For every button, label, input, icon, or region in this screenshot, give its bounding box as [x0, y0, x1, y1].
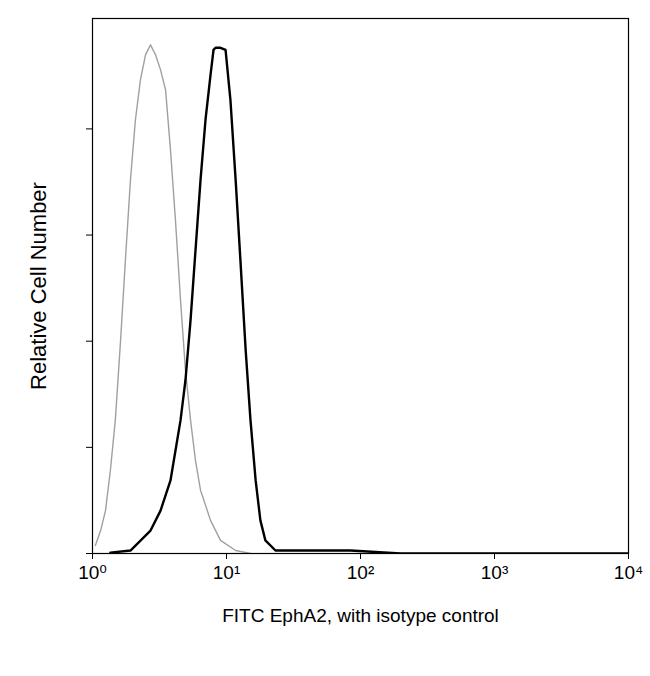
svg-text:10⁴: 10⁴ [614, 562, 643, 583]
svg-text:10¹: 10¹ [213, 562, 240, 583]
svg-text:10³: 10³ [481, 562, 508, 583]
svg-text:10⁰: 10⁰ [78, 562, 107, 583]
svg-text:Relative Cell Number: Relative Cell Number [26, 182, 51, 390]
svg-text:10²: 10² [347, 562, 374, 583]
svg-text:FITC EphA2, with isotype contr: FITC EphA2, with isotype control [222, 605, 499, 626]
